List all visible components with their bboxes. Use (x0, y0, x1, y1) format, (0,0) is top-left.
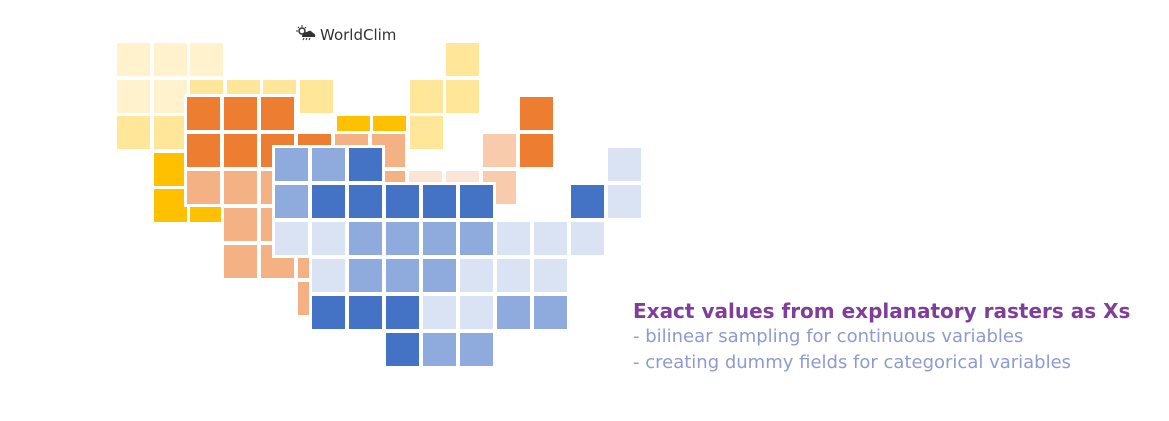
blue-raster-cell (383, 219, 422, 258)
yellow-raster-cell (150, 186, 190, 226)
orange-raster-cell (221, 205, 260, 244)
blue-raster-cell (531, 256, 570, 295)
yellow-raster-cell (443, 76, 483, 116)
blue-raster-cell (272, 145, 311, 184)
yellow-raster-cell (114, 113, 153, 153)
blue-raster-cell (531, 219, 570, 258)
orange-raster-cell (517, 94, 556, 133)
orange-raster-cell (184, 94, 223, 133)
logo-text: WorldClim (320, 26, 397, 44)
blue-raster-cell (420, 330, 459, 369)
orange-raster-cell (221, 242, 260, 281)
yellow-raster-cell (297, 76, 336, 116)
blue-raster-cell (309, 145, 348, 184)
blue-raster-cell (605, 145, 644, 184)
blue-raster-cell (457, 219, 496, 258)
orange-raster-cell (184, 168, 223, 207)
blue-raster-cell (568, 219, 607, 258)
blue-raster-cell (457, 182, 496, 221)
orange-raster-cell (221, 131, 260, 170)
blue-raster-cell (383, 293, 422, 332)
blue-raster-cell (346, 293, 385, 332)
worldclim-logo: WorldClim (296, 25, 396, 45)
yellow-raster-cell (150, 113, 190, 153)
orange-raster-cell (258, 94, 297, 133)
blue-raster-cell (309, 293, 348, 332)
blue-raster-cell (457, 293, 496, 332)
blue-raster-cell (346, 219, 385, 258)
blue-raster-cell (383, 330, 422, 369)
yellow-raster-cell (150, 40, 190, 79)
blue-raster-cell (420, 182, 459, 221)
yellow-raster-cell (406, 113, 446, 153)
yellow-raster-cell (443, 40, 483, 79)
yellow-raster-cell (187, 40, 227, 79)
blue-raster-cell (494, 219, 533, 258)
orange-raster-cell (184, 131, 223, 170)
blue-raster-cell (346, 182, 385, 221)
yellow-raster-cell (150, 76, 190, 116)
weather-cloud-sun-rain-icon (296, 25, 316, 45)
orange-raster-cell (480, 131, 519, 170)
blue-raster-cell (420, 219, 459, 258)
caption-title: Exact values from explanatory rasters as… (633, 299, 1131, 323)
blue-raster-cell (494, 293, 533, 332)
blue-raster-cell (309, 256, 348, 295)
blue-raster-cell (568, 182, 607, 221)
blue-raster-cell (494, 256, 533, 295)
blue-raster-cell (420, 256, 459, 295)
blue-raster-cell (605, 182, 644, 221)
caption-line: - creating dummy fields for categorical … (633, 352, 1072, 373)
caption-line: - bilinear sampling for continuous varia… (633, 326, 1024, 347)
yellow-raster-cell (114, 40, 153, 79)
blue-raster-cell (531, 293, 570, 332)
blue-raster-cell (457, 330, 496, 369)
blue-raster-cell (383, 256, 422, 295)
orange-raster-cell (221, 94, 260, 133)
blue-raster-cell (309, 182, 348, 221)
blue-raster-cell (309, 219, 348, 258)
yellow-raster-cell (406, 76, 446, 116)
yellow-raster-cell (114, 76, 153, 116)
orange-raster-cell (517, 131, 556, 170)
orange-raster-cell (221, 168, 260, 207)
blue-raster-cell (272, 219, 311, 258)
blue-raster-cell (383, 182, 422, 221)
blue-raster-cell (346, 145, 385, 184)
blue-raster-cell (346, 256, 385, 295)
blue-raster-cell (457, 256, 496, 295)
yellow-raster-cell (150, 149, 190, 189)
blue-raster-cell (420, 293, 459, 332)
blue-raster-cell (272, 182, 311, 221)
caption: Exact values from explanatory rasters as… (633, 298, 1130, 376)
